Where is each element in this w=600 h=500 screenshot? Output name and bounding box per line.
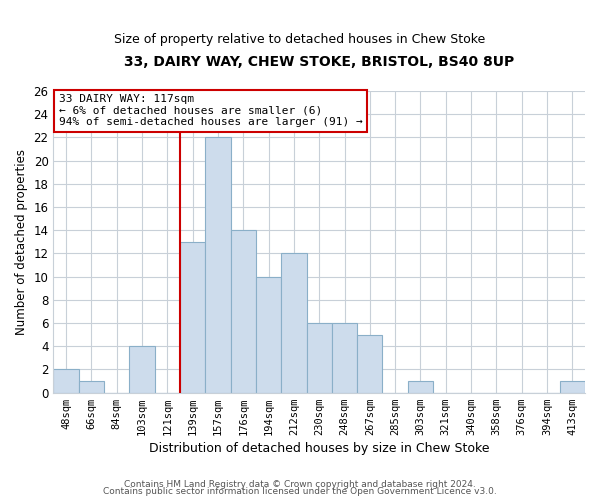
Bar [307, 323, 332, 392]
Bar [180, 242, 205, 392]
Bar [357, 334, 382, 392]
Bar [332, 323, 357, 392]
Text: 33 DAIRY WAY: 117sqm
← 6% of detached houses are smaller (6)
94% of semi-detache: 33 DAIRY WAY: 117sqm ← 6% of detached ho… [59, 94, 362, 127]
Text: Contains public sector information licensed under the Open Government Licence v3: Contains public sector information licen… [103, 488, 497, 496]
Bar [205, 138, 230, 392]
X-axis label: Distribution of detached houses by size in Chew Stoke: Distribution of detached houses by size … [149, 442, 490, 455]
Bar [79, 381, 104, 392]
Text: Size of property relative to detached houses in Chew Stoke: Size of property relative to detached ho… [115, 32, 485, 46]
Title: 33, DAIRY WAY, CHEW STOKE, BRISTOL, BS40 8UP: 33, DAIRY WAY, CHEW STOKE, BRISTOL, BS40… [124, 55, 514, 69]
Bar [408, 381, 433, 392]
Y-axis label: Number of detached properties: Number of detached properties [15, 149, 28, 335]
Bar [230, 230, 256, 392]
Bar [130, 346, 155, 393]
Bar [560, 381, 585, 392]
Bar [281, 254, 307, 392]
Bar [53, 370, 79, 392]
Text: Contains HM Land Registry data © Crown copyright and database right 2024.: Contains HM Land Registry data © Crown c… [124, 480, 476, 489]
Bar [256, 276, 281, 392]
